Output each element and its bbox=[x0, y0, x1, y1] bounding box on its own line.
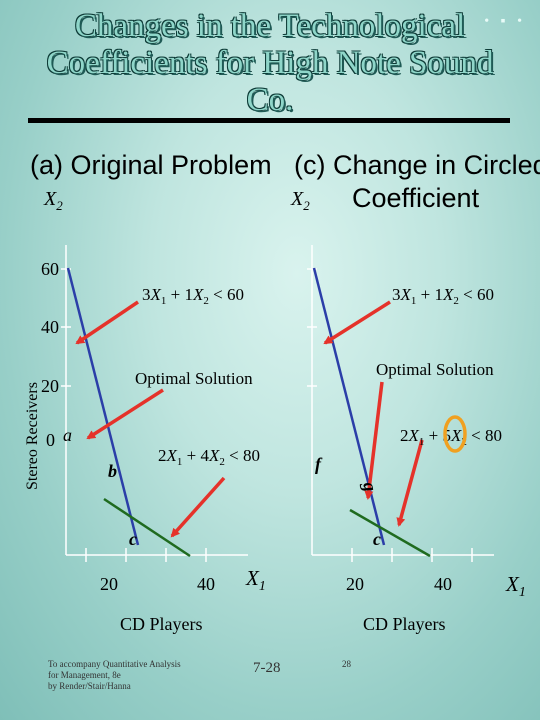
footer-line-1: To accompany Quantitative Analysis bbox=[48, 659, 181, 669]
right-y-axis-var: X2 bbox=[290, 188, 310, 213]
footer-line-2: for Management, 8e bbox=[48, 670, 121, 680]
left-arrow-constraint-1 bbox=[75, 300, 139, 345]
left-constraint-2-line bbox=[103, 497, 191, 558]
right-optimal-label: Optimal Solution bbox=[376, 360, 494, 379]
x-tick-label: 20 bbox=[100, 574, 118, 594]
right-x-axis-title: CD Players bbox=[363, 614, 446, 634]
title-line-1: Changes in the Technological bbox=[74, 8, 466, 44]
x-tick-label: 40 bbox=[434, 574, 452, 594]
right-arrow-optimal bbox=[364, 381, 384, 500]
y-tick-label: 20 bbox=[41, 376, 59, 396]
circled-coefficient-highlight bbox=[443, 415, 467, 453]
right-heading-line-1: (c) Change in Circled bbox=[294, 150, 540, 180]
footer-slide-number: 28 bbox=[342, 659, 351, 669]
title-underline bbox=[28, 118, 510, 123]
right-constraint-1-label: 3X1 + 1X2 < 60 bbox=[392, 285, 494, 307]
x-tick-label: 20 bbox=[346, 574, 364, 594]
decorative-dots: • ▪ • bbox=[484, 14, 526, 29]
y-tick-label: 40 bbox=[41, 317, 59, 337]
left-heading: (a) Original Problem bbox=[30, 150, 272, 180]
footer-line-3: by Render/Stair/Hanna bbox=[48, 681, 131, 691]
right-constraint-1-line bbox=[312, 267, 386, 546]
left-arrow-optimal bbox=[86, 388, 164, 440]
left-optimal-label: Optimal Solution bbox=[135, 369, 253, 388]
footer-citation: To accompany Quantitative Analysis for M… bbox=[48, 659, 181, 692]
point-f-label: f bbox=[315, 454, 323, 474]
left-x-axis-title: CD Players bbox=[120, 614, 203, 634]
slide-title: Changes in the Technological Coefficient… bbox=[0, 8, 540, 119]
point-a-label: a bbox=[63, 425, 72, 445]
left-constraint-2-label: 2X1 + 4X2 < 80 bbox=[158, 446, 260, 468]
left-x-axis-var: X1 bbox=[245, 566, 266, 594]
x-tick-label: 40 bbox=[197, 574, 215, 594]
y-tick-label: 0 bbox=[46, 430, 55, 450]
right-arrow-constraint-1 bbox=[323, 300, 391, 345]
right-x-axis-var: X1 bbox=[505, 572, 526, 600]
point-c-label-right: c bbox=[373, 529, 381, 549]
footer-page-number: 7-28 bbox=[253, 660, 281, 676]
left-arrow-constraint-2 bbox=[170, 476, 226, 538]
title-line-3: Co. bbox=[246, 82, 294, 118]
y-tick-label: 60 bbox=[41, 259, 59, 279]
right-heading-line-2: Coefficient bbox=[352, 183, 480, 213]
right-arrow-constraint-2 bbox=[396, 439, 424, 527]
right-constraint-2-label: 2X1 + 5X2 < 80 bbox=[400, 426, 502, 448]
point-b-label: b bbox=[108, 461, 117, 481]
point-c-label-left: c bbox=[129, 529, 137, 549]
left-y-axis-title: Stereo Receivers bbox=[24, 382, 41, 490]
left-y-axis-var: X2 bbox=[43, 188, 63, 213]
title-line-2: Coefficients for High Note Sound bbox=[46, 45, 494, 81]
left-constraint-1-label: 3X1 + 1X2 < 60 bbox=[142, 285, 244, 307]
left-constraint-1-line bbox=[66, 267, 140, 546]
right-constraint-2-line bbox=[349, 508, 431, 558]
